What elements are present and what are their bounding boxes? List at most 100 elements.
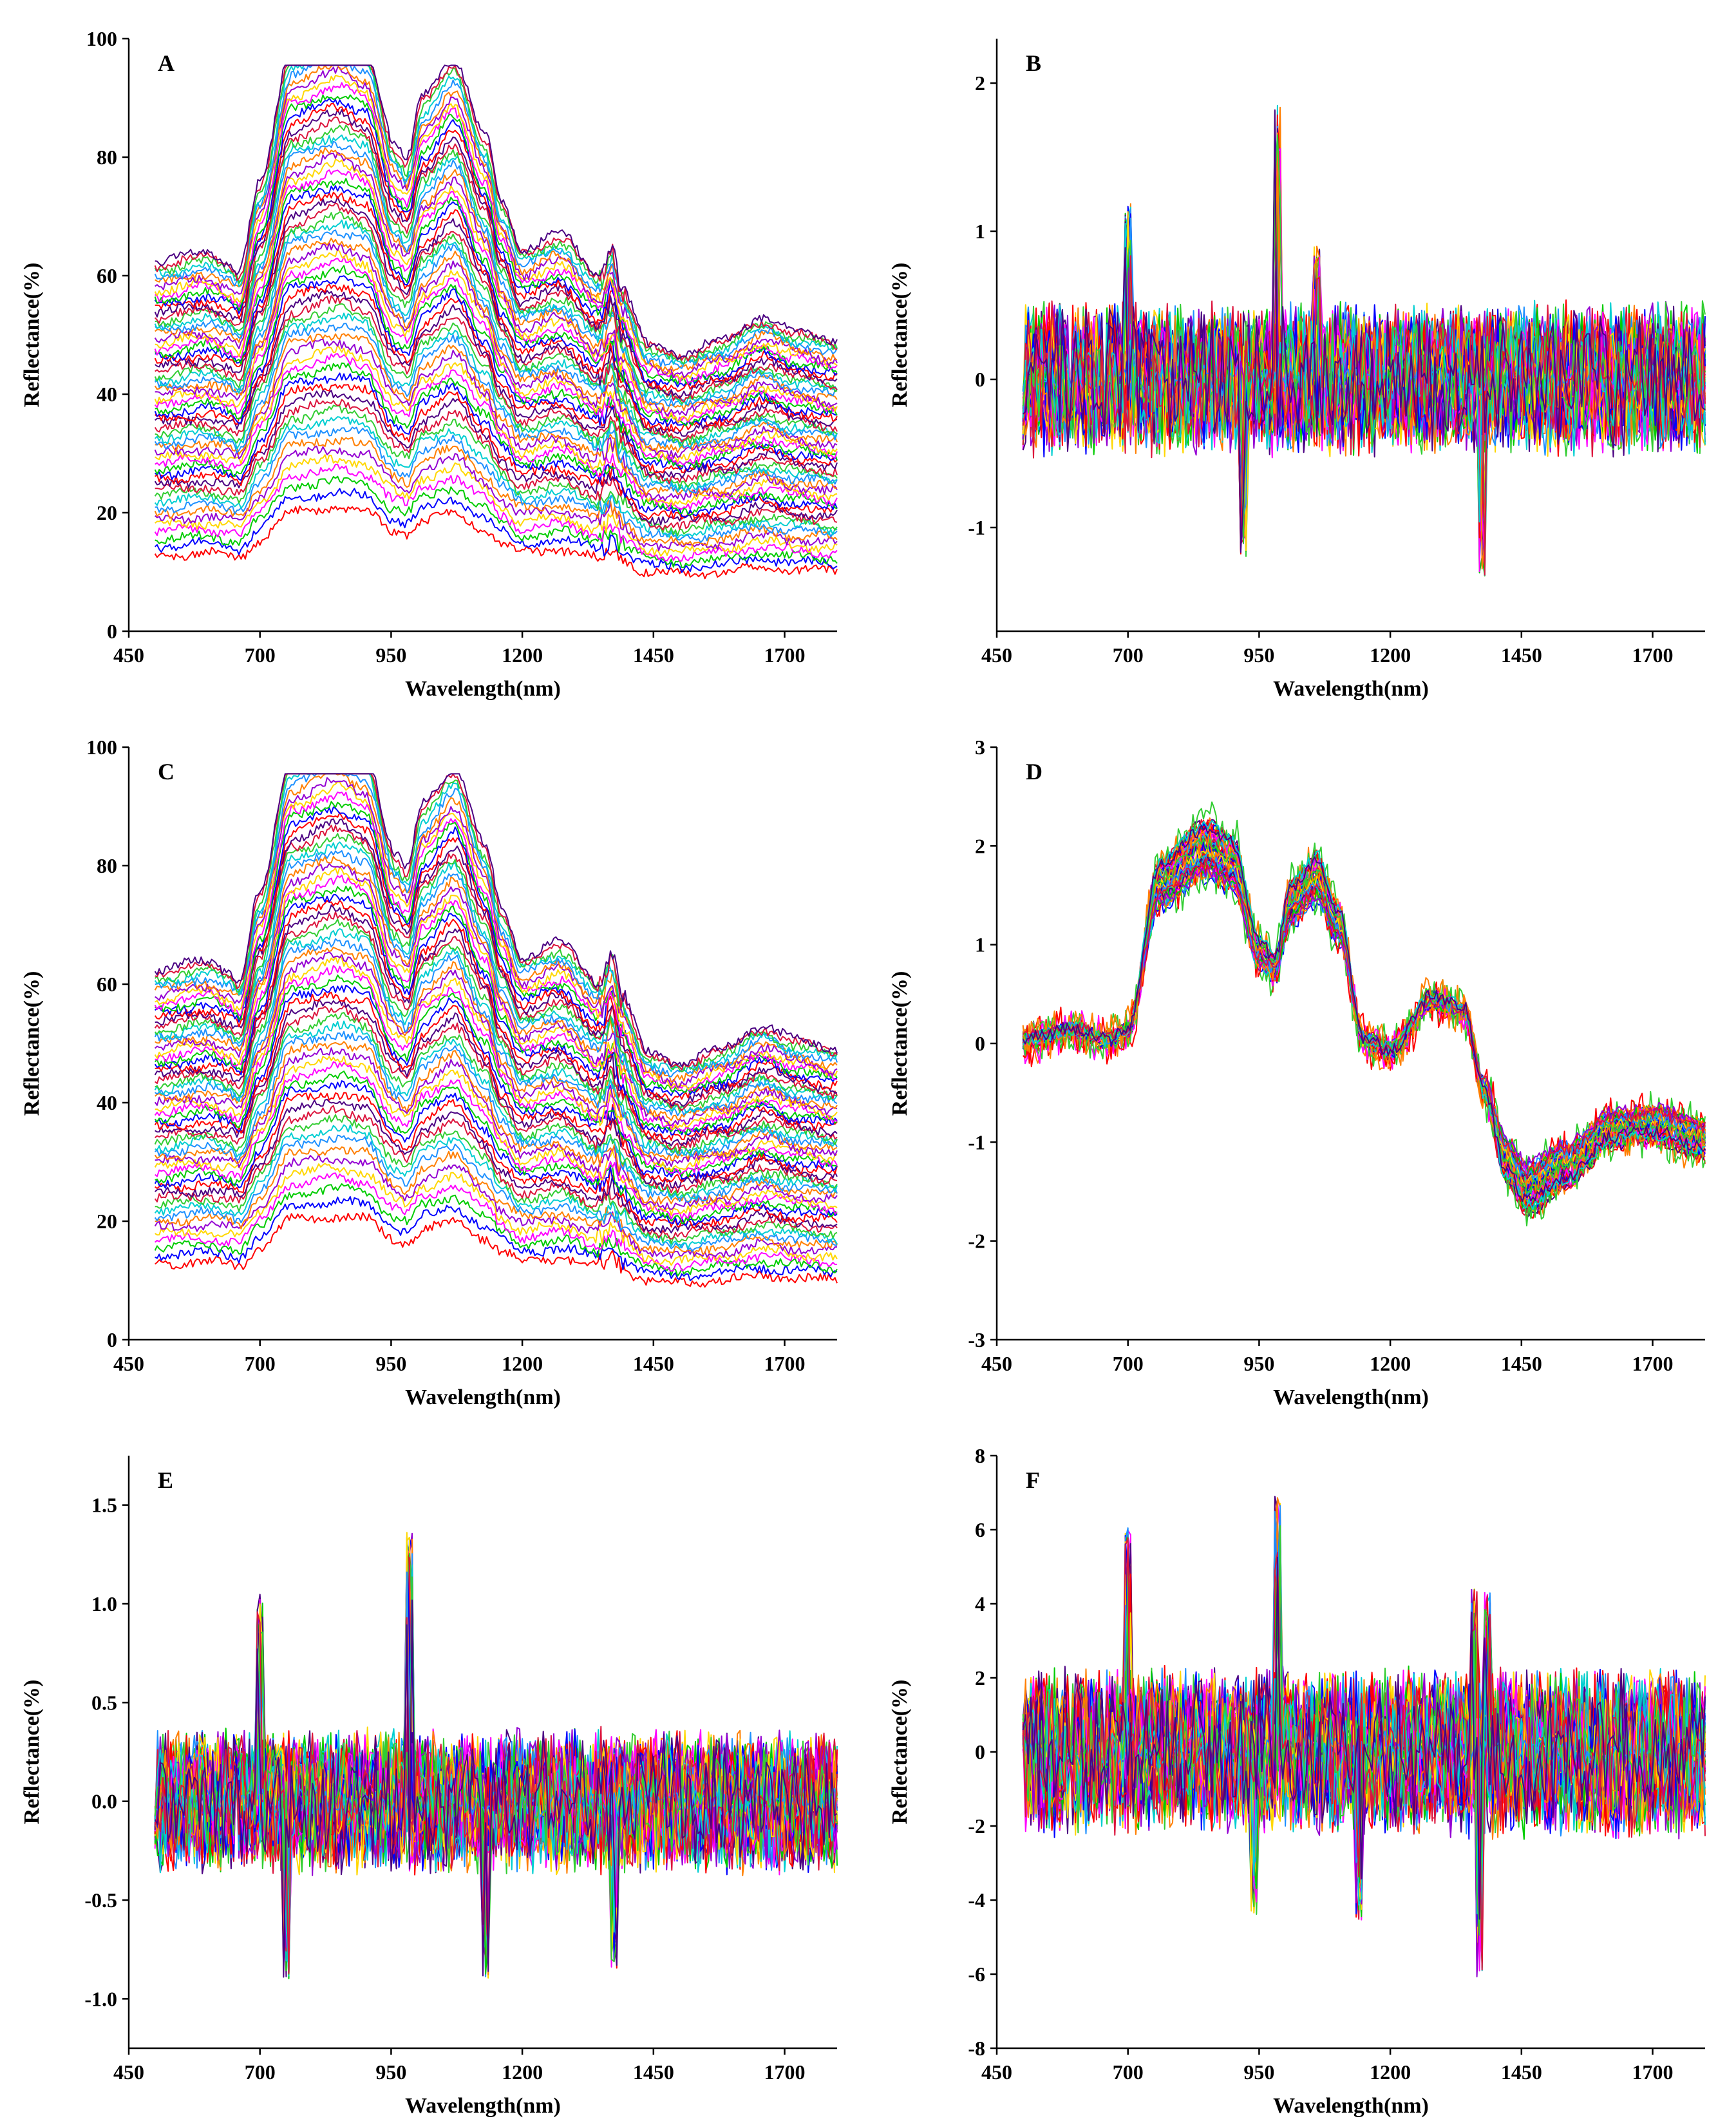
x-tick-label: 450 (113, 1352, 144, 1375)
chart-panel-c: 450 700 950 1200 1450 1700 0 20 40 60 80 100 Wavelen… (0, 709, 868, 1417)
series-line (154, 1599, 838, 1978)
series-line (155, 938, 838, 1157)
series-line (155, 1092, 838, 1229)
y-tick-label: 0 (975, 1740, 985, 1764)
series-line (155, 999, 838, 1188)
x-tick-label: 450 (981, 643, 1012, 667)
series-line (154, 116, 838, 403)
x-tick-label: 1450 (1501, 643, 1542, 667)
y-tick-label: 1 (975, 933, 985, 956)
series-group (1022, 801, 1706, 1227)
y-tick-label: -1 (968, 1130, 985, 1154)
series-line (155, 855, 838, 1121)
x-tick-label: 1200 (502, 2060, 543, 2084)
series-line (155, 475, 838, 569)
series-line (154, 1080, 838, 1226)
y-tick-label: -8 (968, 2037, 985, 2060)
series-line (154, 178, 838, 427)
y-axis-title: Reflectance(%) (888, 1680, 912, 1825)
y-tick-label: 4 (975, 1592, 985, 1615)
y-tick-label: -0.5 (84, 1888, 117, 1912)
series-line (155, 303, 838, 490)
series-line (155, 64, 838, 359)
x-tick-label: 1200 (1370, 1352, 1411, 1375)
series-line (155, 1212, 838, 1288)
x-tick-label: 1450 (633, 643, 674, 667)
x-tick-label: 950 (375, 643, 406, 667)
series-line (155, 399, 838, 531)
series-line (155, 140, 838, 407)
series-line (154, 275, 838, 471)
series-line (154, 64, 838, 369)
series-line (155, 946, 838, 1161)
y-tick-label: 0 (107, 1328, 117, 1351)
series-line (154, 437, 838, 546)
x-tick-label: 1450 (1501, 1352, 1542, 1375)
series-line (155, 196, 838, 437)
series-line (155, 426, 838, 544)
x-tick-label: 1700 (1632, 1352, 1674, 1375)
y-tick-label: -2 (968, 1814, 985, 1838)
x-tick-label: 1700 (1632, 2060, 1674, 2084)
x-tick-label: 1700 (1632, 643, 1674, 667)
series-line (155, 956, 838, 1172)
x-tick-label: 1450 (633, 2060, 674, 2084)
series-line (154, 850, 838, 1117)
series-line (155, 488, 838, 573)
series-line (155, 265, 838, 469)
series-line (155, 283, 838, 474)
series-line (154, 1134, 838, 1252)
x-tick-label: 1200 (502, 1352, 543, 1375)
x-axis-title: Wavelength(nm) (405, 677, 561, 701)
series-line (154, 169, 838, 424)
series-line (155, 333, 838, 496)
panel-label: E (158, 1467, 173, 1493)
panel-label: A (158, 50, 175, 76)
series-line (154, 773, 838, 1067)
x-tick-label: 450 (113, 643, 144, 667)
series-line (155, 185, 838, 427)
series-line (154, 134, 838, 406)
series-line (155, 1196, 838, 1282)
chart-svg-c: 450 700 950 1200 1450 1700 0 20 40 60 80 100 Wavelen… (20, 736, 838, 1409)
series-line (154, 928, 838, 1157)
x-tick-label: 950 (375, 2060, 406, 2084)
y-axis-title: Reflectance(%) (888, 971, 912, 1116)
series-line (154, 1056, 838, 1216)
panel-label: C (158, 759, 175, 785)
series-line (154, 773, 838, 1083)
series-group (154, 1532, 838, 1979)
chart-panel-b: 450 700 950 1200 1450 1700 -1 0 1 2 Wavelength(nm)… (868, 0, 1736, 709)
series-line (155, 886, 838, 1136)
x-axis-title: Wavelength(nm) (1273, 1385, 1429, 1409)
y-tick-label: 0 (975, 368, 985, 391)
x-axis-title: Wavelength(nm) (405, 1385, 561, 1409)
series-line (154, 64, 838, 362)
y-tick-label: 1.0 (91, 1592, 117, 1615)
x-tick-label: 450 (981, 2060, 1012, 2084)
x-tick-label: 700 (245, 643, 276, 667)
y-tick-label: 60 (97, 973, 117, 996)
series-line (1022, 1556, 1706, 1920)
series-line (155, 1114, 838, 1244)
series-line (155, 911, 838, 1152)
y-tick-label: 0.5 (91, 1691, 117, 1714)
y-axis-title: Reflectance(%) (888, 263, 912, 408)
series-line (154, 64, 838, 365)
y-tick-label: -3 (968, 1328, 985, 1351)
x-tick-label: 950 (375, 1352, 406, 1375)
series-line (155, 82, 838, 385)
y-tick-label: -1.0 (84, 1987, 117, 2010)
series-line (155, 64, 838, 365)
series-line (155, 229, 838, 450)
y-tick-label: 1 (975, 220, 985, 243)
series-line (155, 1020, 838, 1199)
series-line (155, 1146, 838, 1255)
series-line (154, 812, 838, 1102)
series-line (154, 991, 838, 1183)
y-tick-label: 0.0 (91, 1790, 117, 1813)
x-tick-label: 1200 (502, 643, 543, 667)
y-tick-label: 80 (97, 146, 117, 169)
y-axis-title: Reflectance(%) (20, 971, 44, 1116)
series-line (154, 773, 838, 1072)
